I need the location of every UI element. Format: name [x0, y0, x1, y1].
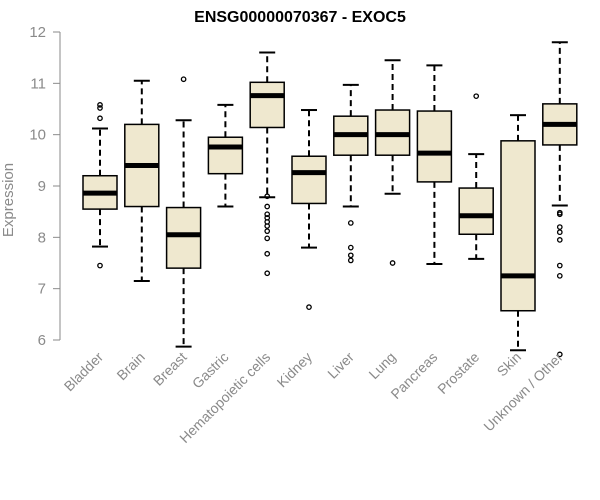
outlier-point [97, 262, 103, 269]
outlier-point [556, 272, 563, 279]
box-iqr [249, 81, 285, 129]
box-skin [500, 114, 536, 352]
outlier-point [97, 105, 103, 111]
y-axis: 6 7 8 9 10 11 12 [29, 24, 61, 349]
box-pancreas [416, 64, 453, 266]
outlier-point [180, 76, 187, 83]
box-iqr [416, 110, 453, 183]
outlier-point [347, 220, 354, 226]
box-prostate [458, 93, 494, 260]
outlier-point [264, 223, 271, 229]
box-brain [124, 79, 160, 282]
box-iqr [207, 136, 244, 175]
y-tick-label: 7 [38, 281, 46, 298]
outlier-point [556, 351, 563, 358]
box-breast [165, 76, 202, 348]
outlier-point [264, 203, 271, 210]
outlier-point [347, 244, 354, 251]
box-iqr [458, 187, 494, 236]
x-tick-label: Skin [494, 349, 525, 380]
outlier-point [264, 211, 271, 218]
x-tick-label: Unknown / Other [480, 349, 566, 435]
outlier-point [97, 102, 103, 108]
outlier-point [556, 224, 563, 230]
outlier-point [97, 115, 103, 122]
chart-title: ENSG00000070367 - EXOC5 [194, 9, 406, 26]
box-bladder [82, 102, 118, 269]
outlier-point [264, 193, 271, 200]
box-unknown-other [542, 41, 578, 358]
box-kidney [291, 109, 327, 310]
outlier-point [347, 257, 354, 264]
outlier-point [556, 262, 563, 269]
x-tick-label: Kidney [274, 349, 316, 391]
outlier-point [556, 237, 563, 243]
box-liver [333, 83, 369, 264]
box-gastric [207, 103, 244, 208]
outlier-point [389, 260, 396, 266]
outlier-point [306, 304, 312, 310]
box-iqr [500, 140, 536, 312]
box-plot-area [82, 41, 578, 358]
outlier-point [264, 250, 271, 257]
outlier-point [347, 252, 354, 259]
outlier-point [264, 235, 271, 242]
outlier-point [473, 93, 480, 100]
y-tick-label: 8 [38, 229, 46, 246]
outlier-point [264, 228, 271, 235]
box-iqr [291, 155, 327, 205]
x-tick-label: Liver [324, 349, 357, 382]
x-tick-label: Prostate [434, 349, 482, 397]
y-tick-label: 11 [30, 75, 46, 92]
y-axis-label: Expression [0, 163, 17, 237]
outlier-point [556, 229, 563, 236]
box-lung [374, 59, 411, 266]
y-tick-label: 12 [29, 24, 46, 41]
x-tick-label: Bladder [61, 349, 107, 395]
box-iqr [165, 206, 202, 269]
box-hematopoietic-cells [249, 51, 285, 277]
outlier-point [264, 270, 271, 277]
y-tick-label: 9 [38, 178, 46, 195]
x-tick-label: Breast [150, 349, 190, 389]
y-tick-label: 10 [29, 127, 46, 144]
outlier-point [556, 211, 563, 218]
x-tick-label: Brain [113, 349, 147, 383]
y-tick-label: 6 [38, 332, 46, 349]
x-tick-label: Lung [365, 349, 398, 382]
